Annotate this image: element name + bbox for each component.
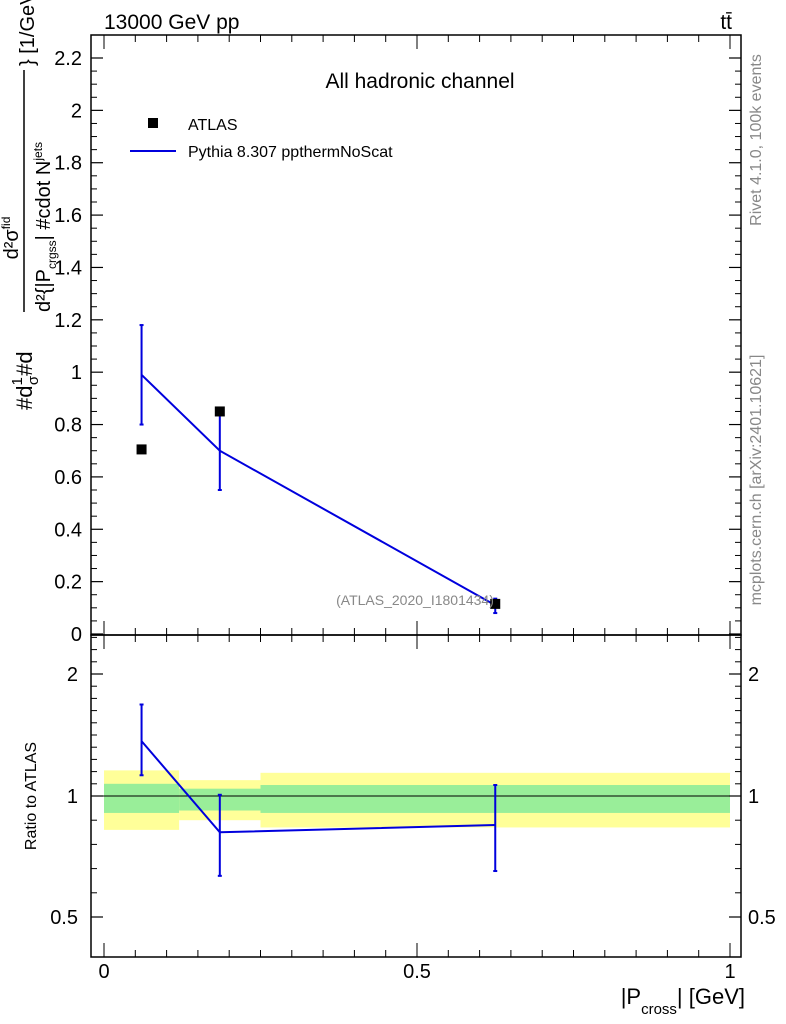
main-y-tick-label: 1.6 xyxy=(54,205,82,227)
main-y-tick-label: 0 xyxy=(71,624,82,646)
mcplots-label: mcplots.cern.ch [arXiv:2401.10621] xyxy=(748,355,765,606)
main-y-tick-label: 1.2 xyxy=(54,310,82,332)
atlas-data-point xyxy=(490,598,501,609)
ratio-uncertainty-bands xyxy=(104,770,730,830)
main-y-tick-label: 1.8 xyxy=(54,153,82,175)
ylabel-tail: } [1/GeV] xyxy=(17,0,39,66)
ratio-y-axis: 0.5 0.5 1 1 2 2 xyxy=(50,636,776,929)
main-y-tick-label: 0.4 xyxy=(54,519,82,541)
main-y-tick-label: 0.2 xyxy=(54,572,82,594)
legend-atlas-marker xyxy=(148,118,158,128)
main-x-ticks xyxy=(103,35,731,635)
ratio-panel: 0.5 0.51 12 2 0 0.5 1 Ratio to ATLAS |Pcross|… xyxy=(23,634,776,1018)
ratio-band-green xyxy=(104,783,180,813)
svg-text:d²σfid: d²σfid xyxy=(0,217,23,260)
x-axis-label-tail: | [GeV] xyxy=(677,984,745,1009)
main-y-tick-label: 0.8 xyxy=(54,415,82,437)
ratio-x-tick-label: 0 xyxy=(98,961,109,983)
ratio-y-tick-label: 0.5 xyxy=(50,907,78,929)
main-y-axis-label: #d1σ#d d²σfid d²{|Pcrgss| #cdot Njets } … xyxy=(0,0,59,410)
main-y-tick-label: 1.4 xyxy=(54,257,82,279)
svg-text:#d1σ#d: #d1σ#d xyxy=(9,351,42,410)
ylabel-frac1-den: σ xyxy=(25,375,42,385)
main-panel: 0 0.2 0.4 0.6 0.8 1 1.2 1.4 1.6 1.8 2 2.2 All hadro… xyxy=(0,0,742,646)
pythia-line xyxy=(140,374,496,607)
ratio-y-tick-label-right: 1 xyxy=(748,786,759,808)
ylabel-numerator: d²σ xyxy=(1,229,23,260)
main-y-tick-label: 1 xyxy=(71,362,82,384)
analysis-watermark: (ATLAS_2020_I1801434) xyxy=(336,592,494,608)
header-energy-label: 13000 GeV pp xyxy=(104,11,239,34)
legend-atlas-label: ATLAS xyxy=(188,117,238,134)
main-marks xyxy=(136,324,501,615)
ratio-y-tick-label-right: 2 xyxy=(748,664,759,686)
ratio-x-tick-label: 0.5 xyxy=(403,961,431,983)
ylabel-denominator-sub2: jets xyxy=(31,142,45,162)
rivet-version-label: Rivet 4.1.0, 100k events xyxy=(748,54,765,226)
ratio-x-tick-label: 1 xyxy=(724,961,735,983)
main-y-tick-label: 0.6 xyxy=(54,467,82,489)
x-axis-label-sub: cross xyxy=(641,1001,677,1018)
main-y-tick-label: 2.2 xyxy=(54,48,82,70)
legend: ATLAS Pythia 8.307 ppthermNoScat xyxy=(130,117,393,161)
main-y-axis: 0 0.2 0.4 0.6 0.8 1 1.2 1.4 1.6 1.8 2 2.2 xyxy=(54,48,741,646)
atlas-data-point xyxy=(136,444,147,455)
header-process-label: tt̄ xyxy=(720,11,732,34)
ratio-marks xyxy=(139,703,498,877)
ratio-y-tick-label-right: 0.5 xyxy=(748,907,776,929)
ratio-y-tick-label: 2 xyxy=(67,664,78,686)
x-axis-label-a: |P xyxy=(621,984,641,1009)
ylabel-denominator-sub: crgss xyxy=(45,240,59,269)
ylabel-denominator-b: | #cdot N xyxy=(33,161,55,241)
atlas-data-point xyxy=(214,406,225,417)
main-y-tick-label: 2 xyxy=(71,100,82,122)
ylabel-numerator-sup: fid xyxy=(0,217,13,230)
chart-title: All hadronic channel xyxy=(325,70,514,93)
legend-pythia-label: Pythia 8.307 ppthermNoScat xyxy=(188,144,393,161)
ylabel-part-b: #d xyxy=(12,351,37,375)
ratio-y-tick-label: 1 xyxy=(67,786,78,808)
ylabel-frac1-num: 1 xyxy=(9,377,26,385)
ratio-x-axis: 0 0.5 1 xyxy=(98,635,736,983)
x-axis-label: |Pcross| [GeV] xyxy=(621,984,745,1018)
ylabel-denominator-a: d²{|P xyxy=(33,269,55,312)
ylabel-part-a: #d xyxy=(12,386,37,410)
svg-text:d²{|Pcrgss| #cdot Njets: d²{|Pcrgss| #cdot Njets xyxy=(31,142,59,312)
ratio-y-axis-label: Ratio to ATLAS xyxy=(23,742,40,850)
